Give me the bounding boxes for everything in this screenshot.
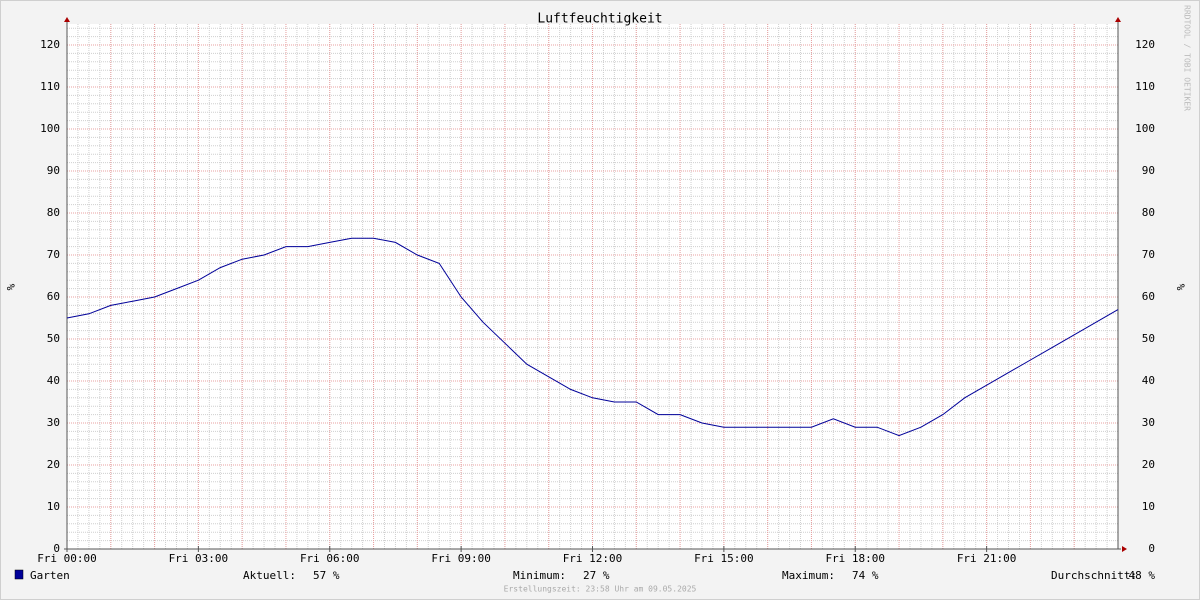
- x-tick-label: Fri 09:00: [431, 552, 491, 565]
- y2-tick-label: 60: [1142, 290, 1155, 303]
- x-tick-label: Fri 00:00: [37, 552, 97, 565]
- y-tick-label: 110: [40, 80, 60, 93]
- y-tick-label: 0: [53, 542, 60, 555]
- y-tick-label: 80: [47, 206, 60, 219]
- x-tick-label: Fri 06:00: [300, 552, 360, 565]
- legend-swatch: [14, 569, 24, 580]
- x-tick-label: Fri 15:00: [694, 552, 754, 565]
- y2-tick-label: 100: [1135, 122, 1155, 135]
- data-line: [66, 237, 1119, 437]
- x-tick-label: Fri 03:00: [169, 552, 229, 565]
- y-tick-label: 60: [47, 290, 60, 303]
- y-tick-label: 70: [47, 248, 60, 261]
- stat-value: 27 %: [583, 569, 610, 582]
- y2-tick-label: 80: [1142, 206, 1155, 219]
- y-tick-label: 40: [47, 374, 60, 387]
- stat-value: 74 %: [852, 569, 879, 582]
- y2-tick-label: 120: [1135, 38, 1155, 51]
- y-tick-label: 50: [47, 332, 60, 345]
- y-tick-label: 90: [47, 164, 60, 177]
- y2-tick-label: 90: [1142, 164, 1155, 177]
- y2-tick-label: 20: [1142, 458, 1155, 471]
- y-tick-label: 10: [47, 500, 60, 513]
- axis-arrow: [1122, 546, 1127, 552]
- x-tick-label: Fri 18:00: [825, 552, 885, 565]
- axis-arrow: [1115, 17, 1121, 22]
- y2-tick-label: 0: [1148, 542, 1155, 555]
- y2-tick-label: 50: [1142, 332, 1155, 345]
- stat-value: 57 %: [313, 569, 340, 582]
- y-tick-label: 100: [40, 122, 60, 135]
- footer: Erstellungszeit: 23:58 Uhr am 09.05.2025: [504, 585, 697, 594]
- watermark: RRDTOOL / TOBI OETIKER: [1183, 5, 1192, 111]
- y-tick-label: 120: [40, 38, 60, 51]
- x-tick-label: Fri 12:00: [563, 552, 623, 565]
- y2-axis-label: %: [1174, 284, 1187, 291]
- y-axis-label: %: [4, 284, 17, 291]
- stat-label: Aktuell:: [243, 569, 296, 582]
- stat-label: Minimum:: [513, 569, 566, 582]
- stat-label: Maximum:: [782, 569, 835, 582]
- y2-tick-label: 40: [1142, 374, 1155, 387]
- y-tick-label: 20: [47, 458, 60, 471]
- axis-arrow: [64, 17, 70, 22]
- y2-tick-label: 30: [1142, 416, 1155, 429]
- y2-tick-label: 70: [1142, 248, 1155, 261]
- y2-tick-label: 110: [1135, 80, 1155, 93]
- stat-value: 48 %: [1129, 569, 1156, 582]
- legend-label: Garten: [30, 569, 70, 582]
- chart-title: Luftfeuchtigkeit: [537, 12, 662, 27]
- y2-tick-label: 10: [1142, 500, 1155, 513]
- y-tick-label: 30: [47, 416, 60, 429]
- x-tick-label: Fri 21:00: [957, 552, 1017, 565]
- stat-label: Durchschnitt:: [1051, 569, 1137, 582]
